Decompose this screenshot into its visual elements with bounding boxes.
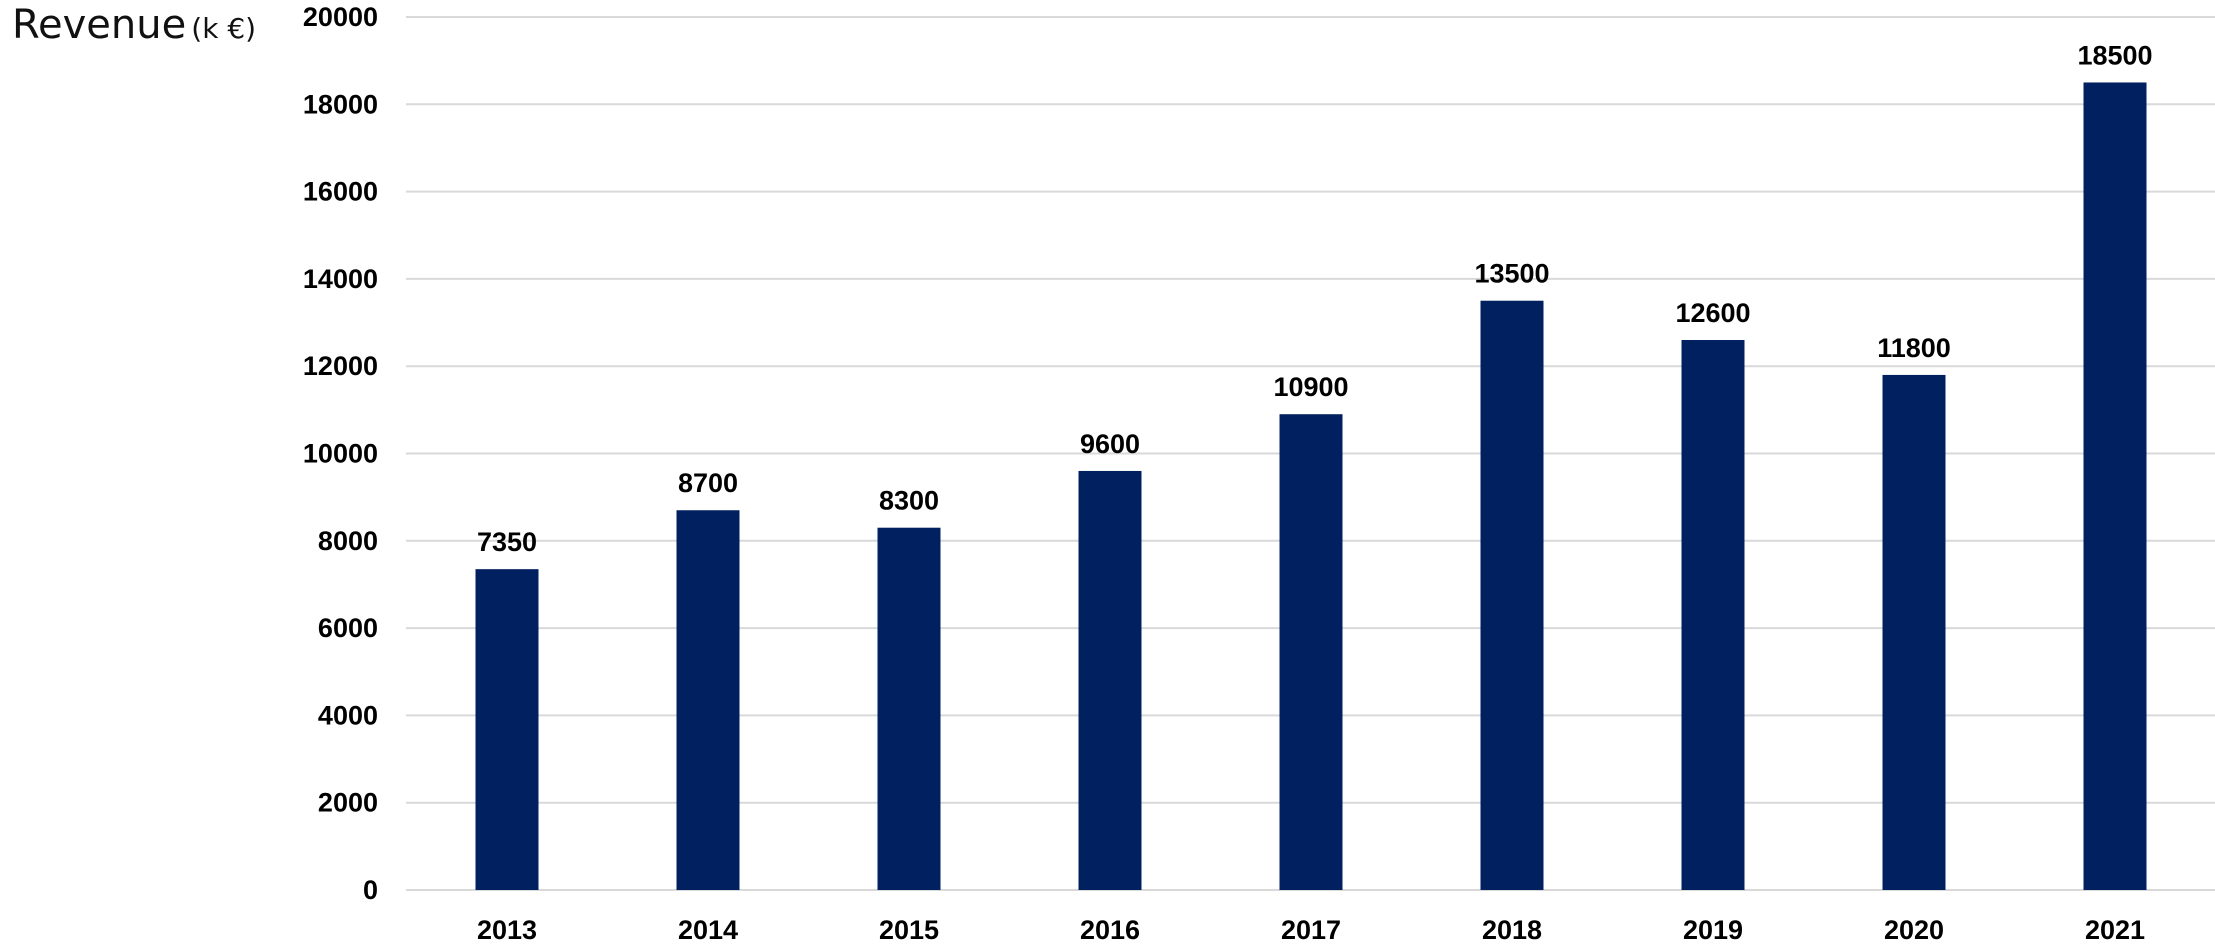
data-label-2019: 12600 — [1675, 298, 1750, 328]
bar-2021 — [2083, 82, 2147, 891]
x-tick-label-2021: 2021 — [2085, 915, 2145, 945]
y-tick-label: 4000 — [318, 700, 378, 730]
bar-2020 — [1882, 374, 1946, 890]
data-labels: 7350 8700 8300 9600 10900 13500 12600 11800 1850… — [477, 40, 2153, 557]
y-tick-label: 2000 — [318, 788, 378, 818]
data-label-2017: 10900 — [1273, 372, 1348, 402]
data-label-2021: 18500 — [2077, 40, 2152, 70]
y-tick-label: 8000 — [318, 526, 378, 556]
x-tick-label-2017: 2017 — [1281, 915, 1341, 945]
bar-2014 — [676, 510, 740, 890]
chart-title-main: Revenue — [12, 2, 187, 48]
data-label-2015: 8300 — [879, 486, 939, 516]
y-axis: 0 2000 4000 6000 8000 10000 12000 14000 16000 180… — [303, 2, 378, 905]
bar-2013 — [475, 569, 539, 890]
y-tick-label: 20000 — [303, 2, 378, 32]
bar-2017 — [1279, 414, 1343, 890]
data-label-2016: 9600 — [1080, 429, 1140, 459]
y-tick-label: 18000 — [303, 89, 378, 119]
bar-2015 — [877, 527, 941, 890]
x-tick-label-2019: 2019 — [1683, 915, 1743, 945]
y-tick-label: 0 — [363, 875, 378, 905]
data-label-2018: 13500 — [1474, 259, 1549, 289]
data-label-2013: 7350 — [477, 527, 537, 557]
chart-title: Revenue (k €) — [12, 2, 256, 48]
data-label-2020: 11800 — [1877, 333, 1951, 363]
x-tick-label-2013: 2013 — [477, 915, 537, 945]
y-tick-label: 12000 — [303, 351, 378, 381]
bars — [475, 82, 2147, 891]
x-tick-label-2014: 2014 — [678, 915, 738, 945]
y-tick-label: 14000 — [303, 264, 378, 294]
x-tick-label-2015: 2015 — [879, 915, 939, 945]
y-tick-label: 10000 — [303, 439, 378, 469]
x-axis: 2013 2014 2015 2016 2017 2018 2019 2020 2021 — [477, 915, 2145, 945]
y-tick-label: 6000 — [318, 613, 378, 643]
bar-2019 — [1681, 340, 1745, 890]
x-tick-label-2018: 2018 — [1482, 915, 1542, 945]
data-label-2014: 8700 — [678, 468, 738, 498]
bar-2018 — [1480, 300, 1544, 891]
x-tick-label-2016: 2016 — [1080, 915, 1140, 945]
x-tick-label-2020: 2020 — [1884, 915, 1944, 945]
y-tick-label: 16000 — [303, 177, 378, 207]
bar-2016 — [1078, 470, 1142, 890]
chart-title-unit: (k €) — [191, 12, 257, 45]
